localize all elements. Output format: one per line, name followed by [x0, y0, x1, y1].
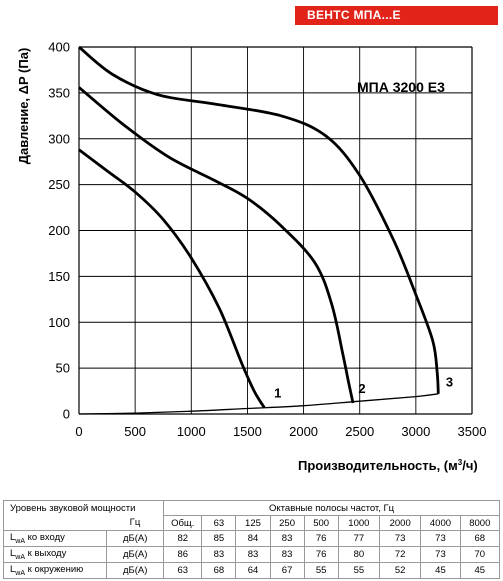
y-tick-label: 250	[48, 177, 70, 192]
y-tick-label: 100	[48, 315, 70, 330]
y-axis-label: Давление, ΔP (Па)	[16, 48, 31, 165]
curve-label: 1	[274, 385, 281, 400]
table-cell: 84	[235, 530, 271, 547]
tick-labels: 0 500 1000 1500 2000 2500 3000 3500 0 50 100 150 200…	[48, 40, 486, 440]
row-label-prefix: L	[10, 532, 16, 544]
curve-label: 3	[446, 374, 453, 389]
x-tick-label: 3000	[401, 424, 430, 439]
table-cell: 52	[379, 562, 422, 579]
table-cell: 63	[163, 562, 203, 579]
column-header: 500	[303, 515, 339, 531]
x-axis-label: Производительность, (м3/ч)	[298, 458, 478, 473]
row-label-subscript: wA	[15, 553, 26, 561]
row-label-subscript: wA	[15, 569, 26, 577]
table-cell: 76	[303, 546, 339, 563]
x-tick-label: 500	[124, 424, 146, 439]
x-tick-label: 2500	[345, 424, 374, 439]
table-cell: 73	[420, 530, 461, 547]
table-cell: 45	[459, 562, 501, 579]
row-unit: дБ(А)	[106, 562, 165, 579]
x-tick-label: 1500	[233, 424, 262, 439]
y-tick-label: 150	[48, 269, 70, 284]
table-cell: 45	[420, 562, 461, 579]
x-tick-label: 0	[75, 424, 82, 439]
x-axis-label-sup: 3	[458, 458, 463, 467]
sound-power-table: Уровень звуковой мощности Октавные полос…	[2, 500, 501, 579]
sound-table-body: LwA ко входу дБ(А) 82 85 84 83 76 77 73 73 68 LwA к…	[2, 530, 501, 579]
table-cell: 83	[269, 546, 305, 563]
sound-table-row: LwA к выходу дБ(А) 86 83 83 83 76 80 72 73 70	[2, 546, 501, 563]
table-cell: 86	[163, 546, 203, 563]
table-cell: 77	[337, 530, 381, 547]
chart-title: МПА 3200 Е3	[357, 79, 445, 95]
blank-header-cell	[2, 515, 107, 531]
table-cell: 72	[379, 546, 422, 563]
column-header: 250	[269, 515, 305, 531]
sound-table-row: LwA ко входу дБ(А) 82 85 84 83 76 77 73 73 68	[2, 530, 501, 547]
x-axis-label-main: Производительность, (м	[298, 458, 458, 473]
row-label-text: к окружению	[25, 564, 84, 576]
table-cell: 83	[201, 546, 237, 563]
column-header: Общ.	[163, 515, 203, 531]
table-cell: 73	[379, 530, 422, 547]
row-unit: дБ(А)	[106, 546, 165, 563]
row-label: LwA к окружению	[2, 562, 108, 579]
table-cell: 70	[459, 546, 501, 563]
table-cell: 82	[163, 530, 203, 547]
octave-bands-title: Октавные полосы частот, Гц	[163, 500, 500, 516]
y-tick-label: 300	[48, 131, 70, 146]
table-cell: 76	[303, 530, 339, 547]
table-cell: 68	[201, 562, 237, 579]
y-tick-label: 400	[48, 40, 70, 55]
x-tick-label: 1000	[177, 424, 206, 439]
table-cell: 80	[337, 546, 381, 563]
table-cell: 55	[337, 562, 381, 579]
y-tick-label: 350	[48, 85, 70, 100]
system-curve	[78, 393, 439, 415]
table-cell: 83	[269, 530, 305, 547]
curve-2	[78, 86, 355, 404]
curve-labels: 1 2 3	[274, 374, 453, 400]
x-tick-label: 2000	[289, 424, 318, 439]
pressure-flow-chart: 0 500 1000 1500 2000 2500 3000 3500 0 50 100 150 200…	[16, 40, 486, 474]
curves	[78, 45, 440, 415]
y-tick-label: 200	[48, 223, 70, 238]
curve-1	[78, 148, 266, 409]
row-label-text: ко входу	[25, 532, 65, 544]
table-cell: 73	[420, 546, 461, 563]
brand-banner: ВЕНТС МПА...Е	[295, 6, 498, 25]
table-cell: 68	[459, 530, 501, 547]
table-cell: 83	[235, 546, 271, 563]
table-cell: 55	[303, 562, 339, 579]
row-label: LwA к выходу	[2, 546, 108, 563]
x-tick-label: 3500	[458, 424, 487, 439]
column-header: 4000	[420, 515, 461, 531]
sound-table-row: LwA к окружению дБ(А) 63 68 64 67 55 55 52 45 45	[2, 562, 501, 579]
table-cell: 67	[269, 562, 305, 579]
row-label-prefix: L	[10, 548, 16, 560]
table-cell: 64	[235, 562, 271, 579]
column-header: 125	[235, 515, 271, 531]
x-axis-label-tail: /ч)	[462, 458, 478, 473]
unit-header: Гц	[106, 515, 165, 531]
sound-table-title: Уровень звуковой мощности	[2, 500, 164, 516]
table-cell: 85	[201, 530, 237, 547]
column-header: 1000	[337, 515, 381, 531]
column-header: 8000	[459, 515, 501, 531]
curve-label: 2	[358, 381, 365, 396]
column-header: 63	[201, 515, 237, 531]
y-tick-label: 50	[56, 361, 70, 376]
column-header: 2000	[379, 515, 422, 531]
curve-3	[78, 45, 440, 394]
row-unit: дБ(А)	[106, 530, 165, 547]
grid-lines	[78, 46, 473, 415]
y-tick-label: 0	[63, 407, 70, 422]
row-label-text: к выходу	[25, 548, 67, 560]
row-label-prefix: L	[10, 564, 16, 576]
row-label-subscript: wA	[15, 537, 26, 545]
row-label: LwA ко входу	[2, 530, 108, 547]
